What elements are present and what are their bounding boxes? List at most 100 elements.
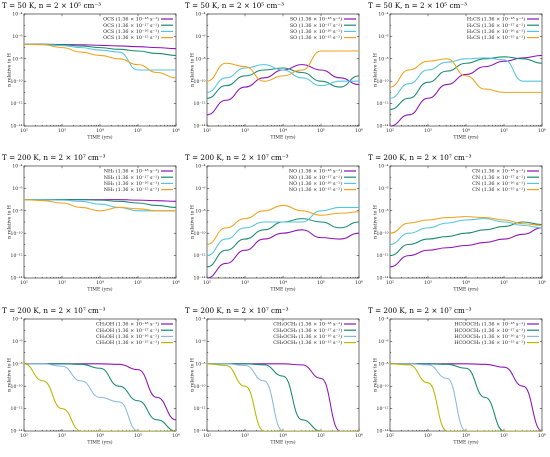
x-tick-label: 10⁵ [134, 280, 142, 286]
x-tick-label: 10⁵ [500, 128, 508, 134]
y-tick-label: 10⁻⁸ [12, 361, 22, 367]
y-tick-label: 10⁻¹⁴ [377, 276, 389, 282]
x-tick-label: 10⁶ [538, 280, 546, 286]
y-tick-label: 10⁻¹² [194, 101, 206, 107]
series-line-4 [207, 363, 359, 431]
x-tick-label: 10⁵ [500, 280, 508, 286]
y-tick-label: 10⁻¹⁰ [194, 231, 206, 237]
series-line-1 [207, 64, 359, 116]
series-line-3 [390, 57, 542, 99]
series-group [207, 363, 359, 431]
chart-panel-1: T = 50 K, n = 2 × 10⁵ cm⁻³ 10² 10³ 10⁴ 10⁵ 10… [2, 1, 180, 141]
x-tick-label: 10³ [424, 128, 432, 134]
y-tick-label: 10⁻¹⁴ [11, 429, 23, 435]
y-tick-label: 10⁻¹⁴ [377, 124, 389, 130]
x-tick-label: 10³ [424, 280, 432, 286]
y-tick-label: 10⁻¹⁰ [377, 79, 389, 85]
y-tick-label: 10⁻¹² [11, 101, 23, 107]
legend-entry-4: OCS (1.36 × 10⁻¹⁵ s⁻¹) [103, 34, 159, 41]
legend-entry-1: NH₃ (1.36 × 10⁻¹⁸ s⁻¹) [104, 168, 159, 175]
x-tick-label: 10⁴ [279, 128, 287, 134]
y-tick-label: 10⁻⁸ [12, 208, 22, 214]
series-line-3 [24, 43, 176, 71]
legend-entry-4: CH₃OH (1.36 × 10⁻¹⁵ s⁻¹) [96, 339, 159, 346]
series-line-2 [207, 218, 359, 268]
y-tick-label: 10⁻¹⁴ [377, 429, 389, 435]
legend-entry-1: CH₃OH (1.36 × 10⁻¹⁸ s⁻¹) [96, 321, 159, 328]
series-group [24, 199, 176, 212]
x-tick-label: 10² [203, 280, 211, 286]
x-tick-label: 10² [20, 280, 28, 286]
series-line-3 [207, 64, 359, 93]
y-tick-label: 10⁻¹² [194, 253, 206, 259]
series-line-4 [390, 216, 542, 234]
y-tick-label: 10⁻¹⁰ [194, 79, 206, 85]
series-group [24, 363, 176, 431]
x-tick-label: 10⁴ [96, 280, 104, 286]
series-line-2 [390, 363, 542, 431]
legend-entry-3: NO (1.36 × 10⁻¹⁶ s⁻¹) [289, 180, 342, 187]
chart-panel-6: T = 200 K, n = 2 × 10⁷ cm⁻³ 10² 10³ 10⁴ 10⁵ 1… [368, 153, 546, 293]
y-tick-label: 10⁻⁶ [195, 34, 205, 40]
legend-entry-4: NO (1.36 × 10⁻¹⁵ s⁻¹) [289, 186, 342, 193]
legend-entry-2: HCOOCH₃ (1.36 × 10⁻¹⁷ s⁻¹) [454, 327, 525, 334]
x-tick-label: 10² [203, 128, 211, 134]
legend-entry-2: NO (1.36 × 10⁻¹⁷ s⁻¹) [289, 174, 342, 181]
x-axis-label: TIME (yrs) [270, 439, 295, 446]
series-line-4 [24, 199, 176, 212]
panel-title: T = 200 K, n = 2 × 10⁷ cm⁻³ [368, 306, 472, 315]
x-tick-label: 10³ [424, 433, 432, 439]
y-tick-label: 10⁻⁸ [195, 361, 205, 367]
x-axis-label: TIME (yrs) [270, 286, 295, 293]
legend-entry-4: H₂CS (1.36 × 10⁻¹⁵ s⁻¹) [467, 34, 525, 41]
y-axis-label: n relative to H [190, 205, 196, 239]
panel-title: T = 200 K, n = 2 × 10⁷ cm⁻³ [185, 306, 289, 315]
legend-entry-2: NH₃ (1.36 × 10⁻¹⁷ s⁻¹) [104, 174, 159, 181]
y-tick-label: 10⁻⁴ [12, 164, 22, 170]
y-tick-label: 10⁻⁴ [195, 164, 205, 170]
x-tick-label: 10³ [58, 280, 66, 286]
x-tick-label: 10³ [241, 280, 249, 286]
series-line-2 [207, 363, 359, 431]
y-tick-label: 10⁻⁶ [12, 34, 22, 40]
y-tick-label: 10⁻¹⁰ [11, 79, 23, 85]
legend-entry-4: CN (1.36 × 10⁻¹⁵ s⁻¹) [472, 186, 525, 193]
legend-entry-2: SO (1.36 × 10⁻¹⁷ s⁻¹) [290, 22, 342, 29]
series-line-1 [390, 54, 542, 126]
chart-panel-3: T = 50 K, n = 2 × 10⁵ cm⁻³ 10² 10³ 10⁴ 10⁵ 10… [368, 1, 546, 141]
x-tick-label: 10⁴ [96, 128, 104, 134]
y-tick-label: 10⁻⁶ [195, 339, 205, 345]
x-tick-label: 10⁴ [96, 433, 104, 439]
x-tick-label: 10² [386, 128, 394, 134]
y-tick-label: 10⁻¹⁴ [11, 124, 23, 130]
series-line-3 [207, 206, 359, 257]
y-tick-label: 10⁻⁸ [378, 208, 388, 214]
x-tick-label: 10³ [58, 433, 66, 439]
series-line-2 [207, 67, 359, 99]
y-tick-label: 10⁻⁶ [378, 339, 388, 345]
y-axis-label: n relative to H [373, 358, 379, 392]
y-tick-label: 10⁻¹² [377, 101, 389, 107]
y-tick-label: 10⁻¹⁴ [11, 276, 23, 282]
series-line-4 [24, 43, 176, 79]
x-tick-label: 10⁶ [355, 433, 363, 439]
series-line-4 [207, 204, 359, 245]
x-tick-label: 10³ [241, 433, 249, 439]
y-tick-label: 10⁻⁴ [195, 317, 205, 323]
series-line-3 [24, 363, 176, 431]
series-line-1 [207, 363, 359, 431]
panel-title: T = 50 K, n = 2 × 10⁵ cm⁻³ [368, 1, 467, 10]
x-tick-label: 10² [386, 433, 394, 439]
x-tick-label: 10⁶ [355, 128, 363, 134]
x-tick-label: 10³ [58, 128, 66, 134]
legend-entry-1: CH₃OCH₃ (1.36 × 10⁻¹⁸ s⁻¹) [273, 321, 342, 328]
y-axis-label: n relative to H [7, 53, 13, 87]
legend-entry-4: SO (1.36 × 10⁻¹⁵ s⁻¹) [290, 34, 342, 41]
x-tick-label: 10⁵ [317, 280, 325, 286]
y-tick-label: 10⁻¹² [377, 253, 389, 259]
y-tick-label: 10⁻⁸ [195, 56, 205, 62]
legend-entry-1: CN (1.36 × 10⁻¹⁸ s⁻¹) [472, 168, 525, 175]
y-axis-label: n relative to H [7, 358, 13, 392]
panel-title: T = 200 K, n = 2 × 10⁷ cm⁻³ [2, 306, 106, 315]
